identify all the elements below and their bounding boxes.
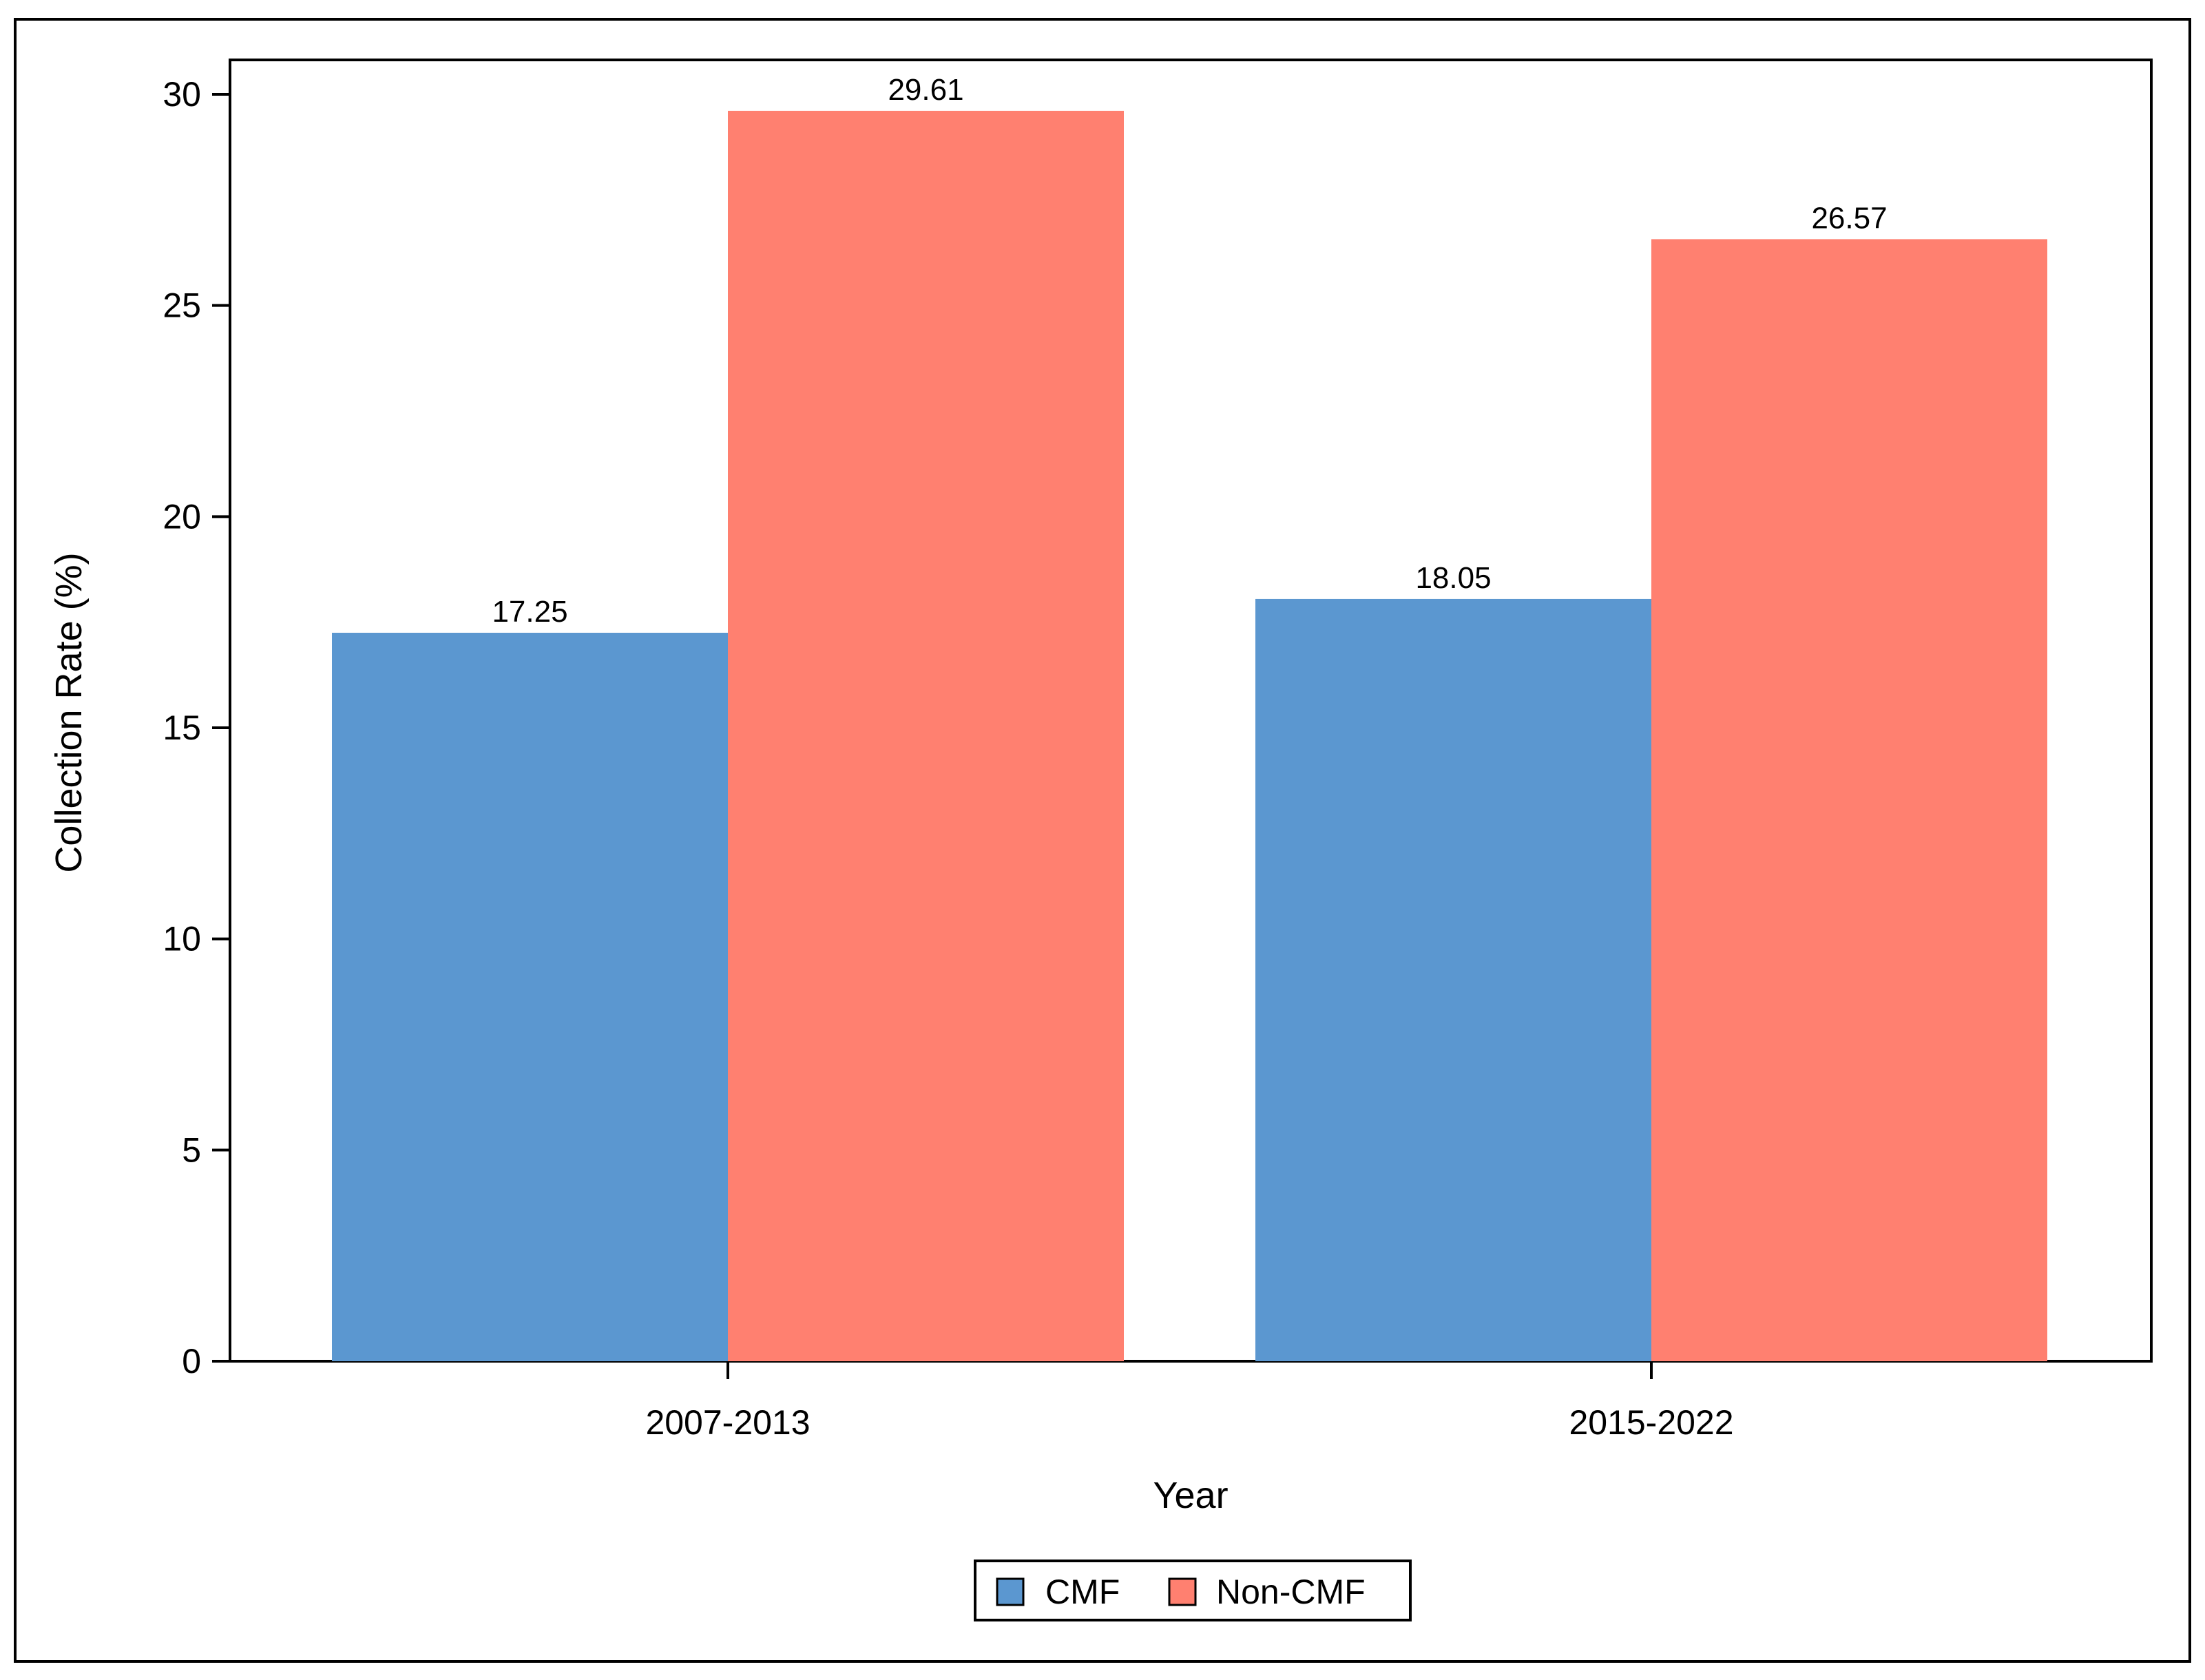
data-labels: 17.25 29.61 18.05 26.57 xyxy=(492,73,1887,629)
y-tick-label: 25 xyxy=(163,286,201,325)
y-tick-label: 10 xyxy=(163,920,201,958)
legend-swatch-cmf xyxy=(996,1577,1025,1606)
y-tick-label: 5 xyxy=(182,1131,201,1169)
y-tick-label: 0 xyxy=(182,1342,201,1380)
y-tick-label: 15 xyxy=(163,708,201,747)
bar-cmf-2015-2022 xyxy=(1255,598,1651,1361)
bar-non-cmf-2007-2013 xyxy=(728,110,1124,1361)
x-axis-title: Year xyxy=(1153,1475,1228,1516)
data-label: 17.25 xyxy=(492,595,567,629)
legend-swatch-non-cmf xyxy=(1168,1577,1197,1606)
y-axis-title: Collection Rate (%) xyxy=(48,552,90,872)
bar-cmf-2007-2013 xyxy=(332,633,728,1361)
data-label: 29.61 xyxy=(888,73,963,107)
bars xyxy=(332,110,2047,1362)
legend-label-non-cmf: Non-CMF xyxy=(1216,1573,1366,1611)
data-label: 26.57 xyxy=(1811,201,1887,235)
y-tick-label: 20 xyxy=(163,497,201,536)
x-axis: 2007-2013 2015-2022 xyxy=(645,1361,1734,1442)
legend: CMF Non-CMF xyxy=(974,1560,1412,1621)
x-tick-label: 2007-2013 xyxy=(645,1403,810,1442)
data-label: 18.05 xyxy=(1415,561,1491,595)
legend-label-cmf: CMF xyxy=(1045,1573,1120,1611)
x-tick-label: 2015-2022 xyxy=(1569,1403,1733,1442)
y-axis: 0 5 10 15 20 25 30 xyxy=(163,75,230,1380)
bar-non-cmf-2015-2022 xyxy=(1651,239,2047,1362)
y-tick-label: 30 xyxy=(163,75,201,114)
